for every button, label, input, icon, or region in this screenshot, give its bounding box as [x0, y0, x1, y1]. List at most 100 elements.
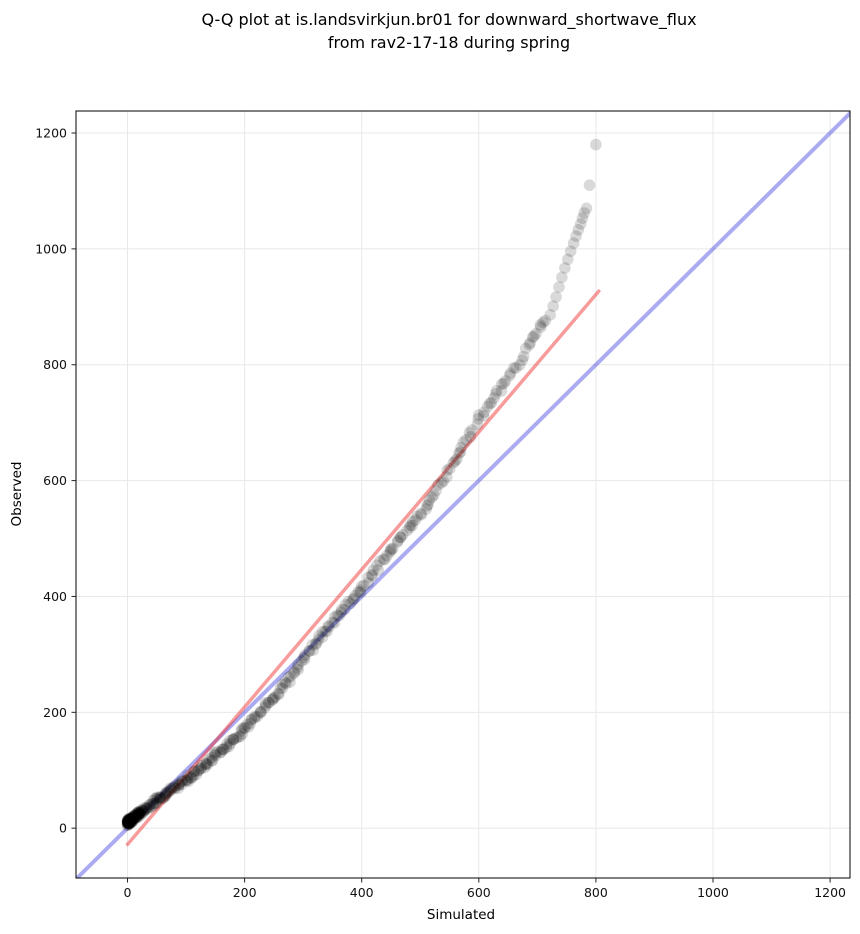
qq-point	[335, 603, 348, 616]
qq-point	[547, 300, 559, 313]
qq-point	[157, 792, 169, 804]
qq-point	[234, 730, 247, 743]
qq-point	[564, 245, 577, 257]
qq-point	[430, 484, 442, 497]
qq-point	[504, 369, 516, 382]
qq-point	[123, 814, 135, 826]
qq-point	[215, 746, 227, 758]
qq-point	[200, 757, 213, 770]
qq-point	[235, 725, 247, 737]
qq-point	[180, 774, 192, 787]
qq-point	[466, 424, 478, 436]
qq-point	[313, 630, 325, 642]
qq-point	[123, 812, 136, 824]
qq-point	[188, 765, 201, 778]
qq-point	[124, 813, 137, 826]
qq-point	[220, 738, 233, 750]
qq-point	[122, 818, 135, 830]
qq-point	[437, 475, 450, 487]
qq-point	[123, 815, 136, 827]
qq-point	[122, 817, 134, 830]
qq-point	[123, 815, 135, 827]
qq-point	[122, 817, 134, 829]
qq-point	[371, 559, 383, 572]
qq-point	[321, 625, 333, 638]
qq-point	[165, 783, 177, 795]
qq-point	[331, 609, 344, 621]
qq-point	[209, 747, 221, 759]
qq-point	[122, 816, 135, 829]
qq-point	[122, 817, 134, 829]
qq-point	[254, 707, 267, 719]
qq-point	[236, 722, 248, 735]
qq-point	[349, 589, 362, 602]
qq-point	[415, 508, 428, 521]
qq-point	[328, 617, 341, 629]
qq-point	[200, 757, 213, 769]
qq-point	[122, 814, 134, 827]
y-tick-label: 1200	[35, 126, 67, 141]
axis-ticks	[71, 132, 831, 883]
qq-point	[292, 658, 305, 671]
qq-point	[348, 592, 360, 605]
qq-point	[464, 431, 477, 443]
qq-point	[385, 543, 397, 555]
qq-point	[428, 489, 440, 501]
qq-point	[517, 350, 530, 363]
qq-point	[347, 594, 359, 606]
qq-point	[124, 814, 136, 826]
qq-point	[133, 807, 146, 820]
qq-point	[149, 792, 161, 805]
qq-point	[125, 813, 138, 826]
qq-point	[128, 810, 141, 823]
qq-point	[135, 808, 147, 820]
qq-point	[161, 786, 174, 799]
qq-point	[227, 733, 240, 746]
qq-point	[296, 655, 308, 667]
qq-point	[122, 815, 134, 827]
qq-point	[123, 816, 136, 829]
qq-point	[242, 721, 255, 733]
qq-point	[477, 410, 490, 422]
qq-point	[472, 409, 485, 421]
qq-point	[124, 813, 137, 825]
qq-point	[131, 809, 144, 822]
qq-point	[154, 793, 166, 806]
qq-point	[245, 714, 257, 726]
qq-point	[129, 808, 142, 821]
qq-point	[367, 564, 380, 576]
qq-point	[269, 691, 281, 703]
qq-point	[131, 807, 144, 820]
qq-point	[426, 491, 438, 503]
qq-point	[244, 717, 257, 730]
qq-point	[126, 812, 139, 825]
qq-point	[326, 616, 339, 629]
qq-point	[157, 792, 170, 804]
qq-point	[303, 645, 315, 657]
qq-point	[513, 359, 526, 371]
qq-point	[508, 362, 520, 374]
qq-point	[472, 413, 485, 425]
qq-point	[135, 804, 148, 817]
qq-point	[422, 498, 435, 511]
qq-point	[195, 762, 207, 775]
qq-point	[127, 812, 139, 825]
qq-point	[291, 661, 304, 674]
qq-point	[392, 534, 404, 547]
qq-point	[209, 749, 222, 762]
qq-point	[122, 815, 135, 828]
qq-point	[126, 816, 138, 828]
qq-point	[590, 138, 602, 151]
qq-point	[328, 611, 341, 623]
qq-point	[123, 815, 136, 828]
qq-point	[208, 748, 221, 761]
qq-point	[126, 814, 138, 827]
qq-point	[124, 816, 136, 828]
qq-point	[122, 815, 135, 828]
qq-point	[322, 620, 335, 632]
qq-point	[149, 797, 162, 810]
qq-point	[144, 801, 157, 813]
qq-point	[583, 179, 596, 191]
